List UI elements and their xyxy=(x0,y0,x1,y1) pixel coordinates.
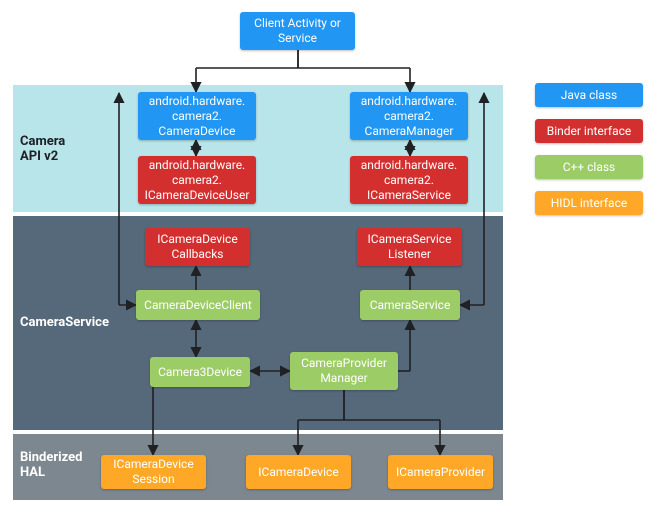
node-client: Client Activity or Service xyxy=(240,12,355,50)
node-cdc: CameraDeviceClient xyxy=(136,290,260,320)
node-cammanager: android.hardware. camera2. CameraManager xyxy=(350,92,468,140)
panel-label-service: CameraService xyxy=(20,315,109,330)
node-c3d: Camera3Device xyxy=(150,357,250,387)
node-icslistener: ICameraService Listener xyxy=(357,228,462,266)
node-icsvc: android.hardware. camera2. ICameraServic… xyxy=(350,156,468,204)
panel-label-api: Camera API v2 xyxy=(20,134,65,164)
legend-java: Java class xyxy=(535,83,643,107)
legend-hidl: HIDL interface xyxy=(535,191,643,215)
node-camdevice: android.hardware. camera2. CameraDevice xyxy=(138,92,256,140)
legend-cpp: C++ class xyxy=(535,155,643,179)
node-icprov: ICameraProvider xyxy=(388,455,493,489)
node-cpm: CameraProvider Manager xyxy=(290,352,398,390)
node-icdsess: ICameraDevice Session xyxy=(101,455,206,489)
legend-binder: Binder interface xyxy=(535,119,643,143)
node-icduser: android.hardware. camera2. ICameraDevice… xyxy=(138,156,256,204)
panel-label-hal: Binderized HAL xyxy=(20,450,82,480)
node-csvc: CameraService xyxy=(360,290,460,320)
node-icdcb: ICameraDevice Callbacks xyxy=(145,228,250,266)
node-icdhidl: ICameraDevice xyxy=(246,455,351,489)
